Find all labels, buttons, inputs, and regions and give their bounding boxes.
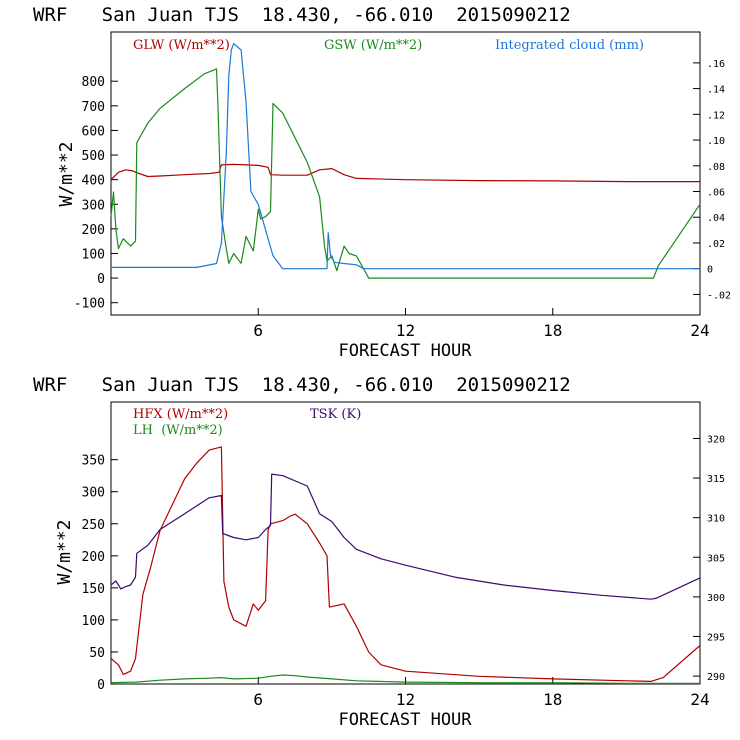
chart-bottom-title: WRF San Juan TJS 18.430, -66.010 2015090…: [33, 374, 571, 396]
y2-tick-label: 310: [707, 514, 725, 525]
y-tick-label: 0: [97, 272, 105, 287]
y2-tick-label: .16: [707, 59, 725, 70]
y2-tick-label: -.02: [707, 290, 731, 301]
y-tick-label: -100: [74, 297, 105, 312]
x-tick-label: 12: [396, 690, 415, 709]
legend-lh: LH (W/m**2): [133, 423, 223, 438]
y2-tick-label: 290: [707, 672, 725, 683]
y-tick-label: 300: [82, 198, 105, 213]
chart-top-y-axis: -100 0 100 200 300 400 500 600 700 800: [74, 75, 118, 312]
chart-top-xlabel: FORECAST HOUR: [338, 341, 472, 361]
y2-tick-label: 315: [707, 474, 725, 485]
series-line-tsk: [110, 473, 701, 600]
y-tick-label: 150: [82, 582, 105, 597]
y2-tick-label: 300: [707, 593, 725, 604]
y-tick-label: 300: [82, 486, 105, 501]
series-line-hfx: [110, 446, 701, 682]
chart-bottom: WRF San Juan TJS 18.430, -66.010 2015090…: [33, 374, 725, 730]
y-tick-label: 200: [82, 223, 105, 238]
y-tick-label: 400: [82, 174, 105, 189]
x-tick-label: 24: [690, 690, 709, 709]
y2-tick-label: 295: [707, 632, 725, 643]
chart-bottom-xlabel: FORECAST HOUR: [338, 710, 472, 730]
series-line-glw: [110, 163, 700, 183]
chart-top-y2-axis: -.02 0 .02 .04 .06 .08 .10 .12 .14 .16: [693, 59, 731, 301]
y2-tick-label: .14: [707, 85, 725, 96]
y-tick-label: 200: [82, 550, 105, 565]
legend-gsw: GSW (W/m**2): [324, 38, 422, 53]
legend-glw: GLW (W/m**2): [133, 38, 230, 53]
x-tick-label: 6: [253, 690, 263, 709]
legend-hfx: HFX (W/m**2): [133, 407, 228, 422]
series-line-cloud: [111, 43, 700, 270]
y2-tick-label: .10: [707, 136, 725, 147]
y-tick-label: 250: [82, 518, 105, 533]
y-tick-label: 800: [82, 75, 105, 90]
chart-bottom-frame: [110, 401, 701, 685]
y-tick-label: 100: [82, 247, 105, 262]
y-tick-label: 0: [97, 678, 105, 693]
chart-top: WRF San Juan TJS 18.430, -66.010 2015090…: [33, 4, 731, 361]
y2-tick-label: 305: [707, 553, 725, 564]
legend-tsk: TSK (K): [310, 407, 361, 422]
y-tick-label: 100: [82, 614, 105, 629]
series-line-lh: [110, 674, 700, 684]
y2-tick-label: .04: [707, 213, 725, 224]
x-tick-label: 18: [543, 321, 562, 340]
y-tick-label: 700: [82, 100, 105, 115]
x-tick-label: 18: [543, 690, 562, 709]
chart-bottom-series: [110, 446, 701, 684]
y2-tick-label: .12: [707, 110, 725, 121]
chart-top-series: [110, 43, 701, 279]
x-tick-label: 24: [690, 321, 709, 340]
chart-bottom-ylabel: W/m**2: [54, 519, 75, 584]
y-tick-label: 600: [82, 124, 105, 139]
chart-bottom-y-axis: 0 50 100 150 200 250 300 350: [82, 454, 118, 693]
y-tick-label: 500: [82, 149, 105, 164]
chart-top-title: WRF San Juan TJS 18.430, -66.010 2015090…: [33, 4, 571, 26]
x-tick-label: 6: [253, 321, 263, 340]
chart-top-ylabel: W/m**2: [56, 141, 77, 206]
y2-tick-label: 320: [707, 434, 725, 445]
y-tick-label: 350: [82, 454, 105, 469]
chart-bottom-x-axis: 6 12 18 24: [253, 677, 710, 709]
y2-tick-label: .02: [707, 239, 725, 250]
y2-tick-label: .08: [707, 162, 725, 173]
chart-bottom-y2-axis: 290 295 300 305 310 315 320: [693, 434, 725, 683]
x-tick-label: 12: [396, 321, 415, 340]
y2-tick-label: 0: [707, 265, 713, 276]
series-line-gsw: [110, 68, 701, 279]
chart-top-x-axis: 6 12 18 24: [253, 308, 710, 340]
y-tick-label: 50: [89, 646, 105, 661]
legend-cloud: Integrated cloud (mm): [495, 38, 644, 53]
y2-tick-label: .06: [707, 188, 725, 199]
